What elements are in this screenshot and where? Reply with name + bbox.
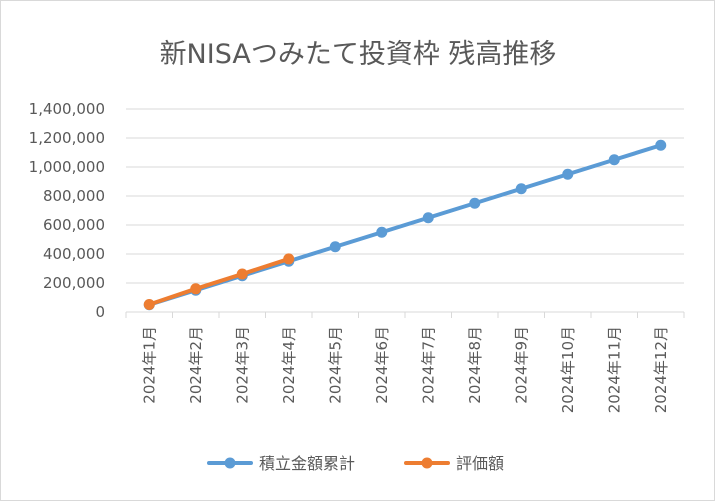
x-axis: 2024年1月 2024年2月 2024年3月 2024年4月 2024年5月 2024年…: [125, 311, 685, 413]
y-tick-label: 1,200,000: [29, 129, 105, 147]
legend: 積立金額累計 評価額: [207, 454, 504, 473]
legend-swatch-marker: [224, 457, 236, 469]
legend-swatch-marker: [421, 457, 433, 469]
series-point-2: [190, 283, 202, 295]
series-point-1: [655, 139, 667, 151]
series-point-1: [562, 168, 574, 180]
series-point-2: [283, 253, 295, 265]
series-point-1: [376, 226, 388, 238]
x-tick-label: 2024年4月: [280, 326, 298, 404]
x-tick-label: 2024年6月: [373, 326, 391, 404]
y-tick-label: 600,000: [43, 216, 105, 234]
series-point-2: [236, 268, 248, 280]
y-tick-label: 200,000: [43, 274, 105, 292]
gridlines: [126, 108, 684, 284]
series-point-1: [469, 197, 481, 209]
series-point-1: [422, 212, 434, 224]
x-tick-label: 2024年2月: [187, 326, 205, 404]
x-tick-label: 2024年10月: [559, 326, 577, 413]
x-tick-label: 2024年12月: [652, 326, 670, 413]
series-point-2: [143, 298, 155, 310]
y-tick-label: 1,000,000: [29, 158, 105, 176]
series-point-1: [515, 183, 527, 195]
series-point-1: [608, 154, 620, 166]
x-tick-label: 2024年1月: [140, 326, 158, 404]
series-layer: [143, 139, 667, 311]
y-tick-label: 1,400,000: [29, 100, 105, 118]
x-tick-label: 2024年11月: [605, 326, 623, 413]
y-tick-label: 400,000: [43, 245, 105, 263]
x-tick-label: 2024年3月: [233, 326, 251, 404]
x-tick-label: 2024年5月: [326, 326, 344, 404]
y-tick-label: 0: [95, 303, 105, 321]
y-axis: 0 200,000 400,000 600,000 800,000 1,000,000 1,…: [29, 100, 105, 321]
x-tick-label: 2024年7月: [419, 326, 437, 404]
legend-label: 積立金額累計: [259, 454, 355, 473]
series-point-1: [329, 241, 341, 253]
x-tick-label: 2024年8月: [466, 326, 484, 404]
chart-title: 新NISAつみたて投資枠 残高推移: [160, 39, 557, 70]
legend-label: 評価額: [456, 454, 504, 473]
x-tick-label: 2024年9月: [512, 326, 530, 404]
y-tick-label: 800,000: [43, 187, 105, 205]
series-line-2: [147, 256, 291, 307]
